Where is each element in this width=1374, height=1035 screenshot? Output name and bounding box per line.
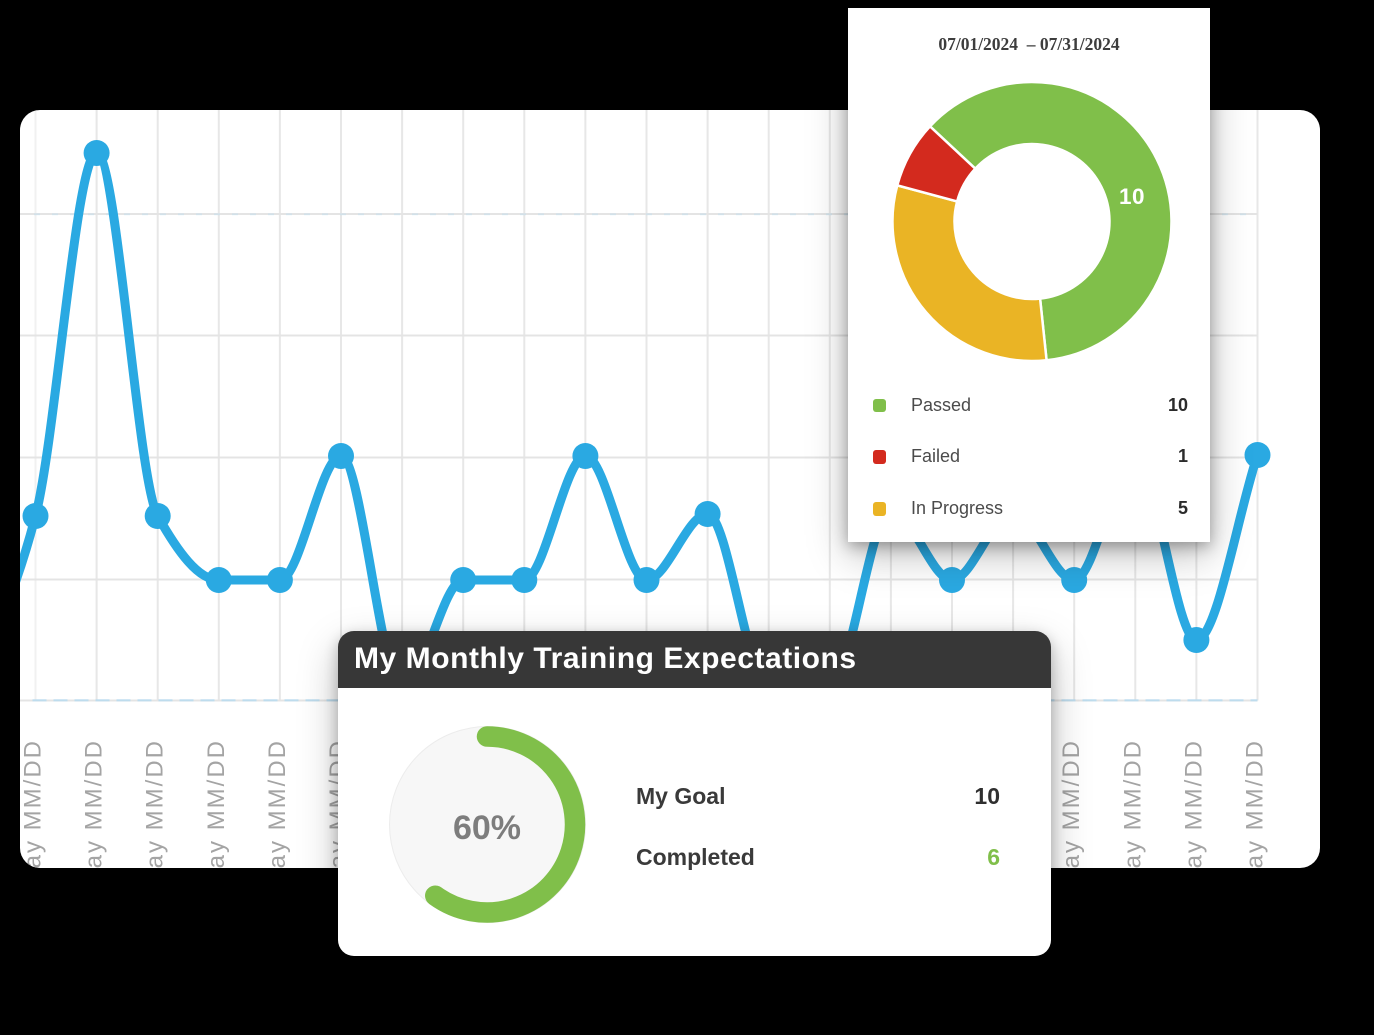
svg-text:Friday MM/DD: Friday MM/DD [264,739,291,868]
svg-text:Monday MM/DD: Monday MM/DD [20,739,47,868]
svg-text:Wednesday MM/DD: Wednesday MM/DD [142,739,169,868]
svg-text:Thursday MM/DD: Thursday MM/DD [1058,739,1085,868]
svg-text:Friday MM/DD: Friday MM/DD [1119,739,1146,868]
svg-text:Thursday MM/DD: Thursday MM/DD [203,739,230,868]
svg-text:Tuesday MM/DD: Tuesday MM/DD [81,739,108,868]
svg-text:Sunday MM/DD: Sunday MM/DD [1242,739,1269,868]
svg-text:Saturday MM/DD: Saturday MM/DD [1180,739,1207,868]
